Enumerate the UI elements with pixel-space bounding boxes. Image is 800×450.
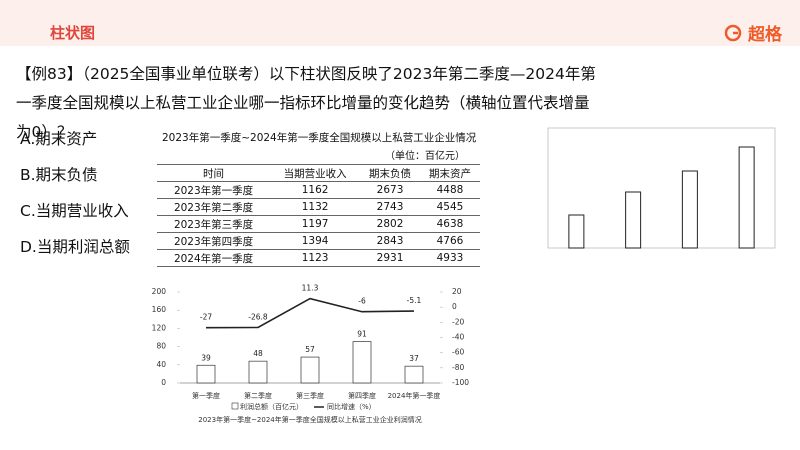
bar-label: 39: [201, 353, 211, 362]
x-tick-label: 第一季度: [192, 391, 220, 400]
bar: [568, 214, 585, 249]
table-cell: 2023年第二季度: [157, 198, 271, 216]
table-cell: 2024年第一季度: [157, 249, 271, 267]
legend-swatch: [231, 402, 239, 410]
brand: 超格: [724, 20, 782, 45]
table-cell: 4488: [420, 181, 480, 199]
y2-tick-label: 20: [452, 287, 462, 296]
table-cell: 2802: [360, 215, 420, 233]
table-cell: 4933: [420, 249, 480, 267]
brand-icon: [724, 24, 742, 41]
table-title: 2023年第一季度~2024年第一季度全国规模以上私营工业企业情况: [162, 132, 477, 144]
x-tick-label: 第三季度: [296, 391, 324, 400]
y2-tick-label: -20: [452, 317, 464, 326]
bar: [738, 146, 755, 249]
question: 【例83】（2025全国事业单位联考）以下柱状图反映了2023年第二季度—202…: [16, 65, 596, 141]
y-tick-label: 40: [156, 360, 166, 369]
y2-tick-label: -40: [452, 333, 464, 342]
y-tick-label: 80: [156, 342, 166, 351]
y2-tick-label: -80: [452, 363, 464, 372]
option[interactable]: C.当期营业收入: [20, 202, 129, 220]
line-label: -27: [200, 313, 212, 322]
bar: [625, 191, 642, 249]
bar: [248, 360, 268, 384]
y2-tick-label: -60: [452, 348, 464, 357]
table-cell: 2931: [360, 249, 420, 267]
y-tick-label: 120: [152, 323, 167, 332]
option[interactable]: D.当期利润总额: [20, 238, 130, 256]
x-tick-label: 2024年第一季度: [388, 391, 441, 400]
table-cell: 1123: [270, 249, 361, 267]
line-label: 11.3: [302, 284, 319, 293]
y-tick-label: 200: [152, 287, 167, 296]
x-tick-label: 第二季度: [244, 391, 272, 400]
column-header: 期末负债: [360, 164, 420, 182]
chart-title: 2023年第一季度~2024年第一季度全国规模以上私营工业企业利润情况: [198, 415, 422, 424]
line-label: -6: [358, 297, 366, 306]
bar: [300, 356, 320, 384]
y2-tick-label: -100: [452, 378, 469, 387]
bar: [352, 341, 372, 384]
bar-label: 37: [409, 354, 419, 363]
line-label: -5.1: [407, 296, 422, 305]
table-row: 2023年第二季度 1132 2743 4545: [157, 198, 480, 216]
table-unit: （单位：百亿元）: [385, 151, 465, 162]
bar: [196, 364, 216, 384]
chart-frame: [547, 127, 776, 249]
header-title: 柱状图: [50, 24, 96, 42]
bar-label: 57: [305, 345, 315, 354]
table-row: 2023年第三季度 1197 2802 4638: [157, 215, 480, 233]
bar: [681, 170, 698, 249]
bar-label: 48: [253, 349, 263, 358]
legend-label: 利润总额（百亿元）: [240, 402, 303, 411]
table-cell: 2023年第三季度: [157, 215, 271, 233]
x-tick-label: 第四季度: [348, 391, 376, 400]
options: A.期末资产 B.期末负债 C.当期营业收入 D.当期利润总额: [20, 121, 130, 265]
table-cell: 1197: [270, 215, 361, 233]
y-tick-label: 160: [152, 305, 167, 314]
line: [205, 297, 415, 329]
bar: [404, 365, 424, 384]
y-tick-label: 0: [161, 378, 166, 387]
brand-name: 超格: [748, 25, 782, 45]
table-row: 2024年第一季度 1123 2931 4933: [157, 249, 480, 267]
legend-label: 同比增速（%）: [327, 402, 376, 411]
header-bar: 柱状图 超格: [0, 0, 800, 46]
y2-tick-label: 0: [452, 302, 457, 311]
option[interactable]: A.期末资产: [20, 130, 98, 148]
data-table: 时间 当期营业收入 期末负债 期末资产 2023年第一季度 1162 2673 4488 202…: [157, 164, 480, 267]
option[interactable]: B.期末负债: [20, 166, 98, 184]
table-cell: 2743: [360, 198, 420, 216]
line-label: -26.8: [248, 312, 268, 321]
bar-label: 91: [357, 330, 367, 339]
